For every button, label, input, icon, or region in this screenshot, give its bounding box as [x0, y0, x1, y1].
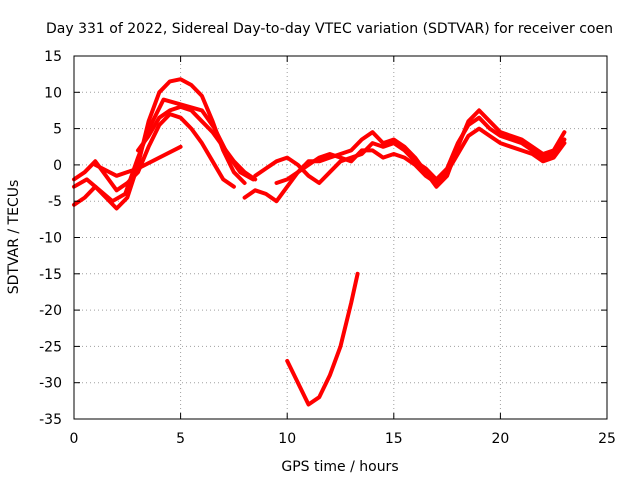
- series-track-e: [93, 144, 183, 178]
- series-track-g: [253, 115, 567, 185]
- series-track-d: [136, 104, 258, 182]
- y-axis-label: SDTVAR / TECUs: [6, 180, 22, 295]
- x-tick-label: 20: [491, 431, 509, 447]
- y-tick-label: 0: [53, 158, 62, 174]
- y-tick-label: 10: [44, 85, 62, 101]
- x-axis-label: GPS time / hours: [281, 459, 398, 475]
- y-tick-label: -10: [39, 231, 62, 247]
- series-track-h: [274, 126, 567, 185]
- chart-title: Day 331 of 2022, Sidereal Day-to-day VTE…: [46, 21, 613, 37]
- y-tick-label: -5: [48, 194, 62, 210]
- x-tick-label: 0: [70, 431, 79, 447]
- y-tick-label: -30: [39, 376, 62, 392]
- series-layer: [72, 77, 567, 407]
- series-track-i: [285, 271, 360, 407]
- x-tick-label: 25: [598, 431, 616, 447]
- x-tick-label: 15: [385, 431, 403, 447]
- y-tick-label: -35: [39, 412, 62, 428]
- y-tick-label: 15: [44, 49, 62, 65]
- y-tick-label: -25: [39, 339, 62, 355]
- y-tick-label: -15: [39, 267, 62, 283]
- y-tick-label: 5: [53, 122, 62, 138]
- x-tick-label: 5: [176, 431, 185, 447]
- x-tick-label: 10: [278, 431, 296, 447]
- ticks: 0 5 10 15 20 25 15 10 5 0 -5 -10 -15 -20 -25 -30 -35: [39, 49, 616, 447]
- y-tick-label: -20: [39, 303, 62, 319]
- grid: [74, 56, 607, 419]
